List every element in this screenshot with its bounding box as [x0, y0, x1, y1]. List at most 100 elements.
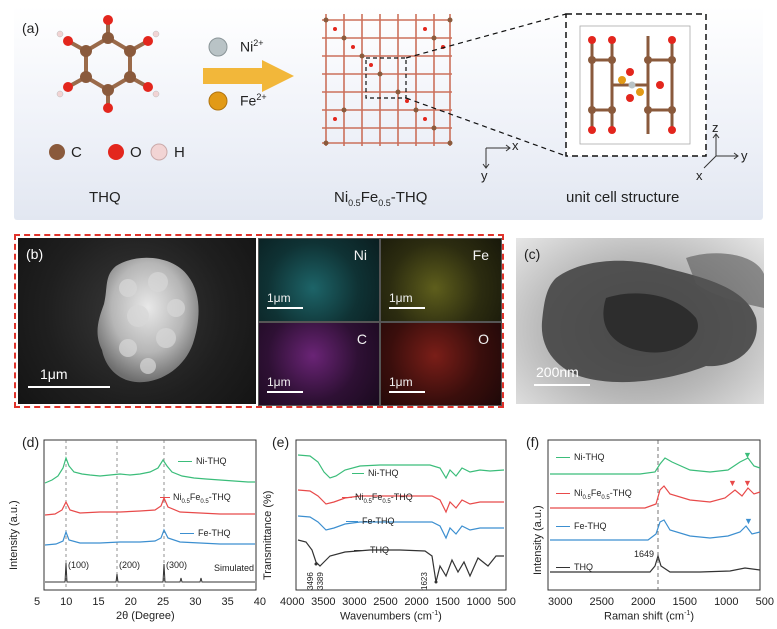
map-o-scale-bar — [389, 391, 425, 393]
xyz-axes-icon — [703, 133, 739, 169]
raman-markers: ▼ ▼ ▼ ▼ — [728, 450, 753, 526]
panel-d-xlabel: 2θ (Degree) — [116, 610, 175, 622]
panel-d-xticks: 5 10 15 20 25 30 35 40 — [34, 596, 266, 608]
zoom-box-small — [365, 57, 407, 99]
panel-c-label: (c) — [524, 246, 541, 262]
legend-f-ni: Ni-THQ — [556, 452, 605, 462]
panel-d-xtick: 25 — [156, 596, 170, 608]
legend-e-ni: Ni-THQ — [352, 468, 399, 478]
panel-e-chart — [295, 439, 507, 591]
panel-e-ylabel: Transmittance (%) — [262, 490, 274, 580]
panel-f-xlabel: Raman shift (cm-1) — [604, 610, 694, 623]
series-e-fe-thq — [297, 515, 504, 540]
map-c-label: C — [356, 331, 367, 347]
unit-cell-caption: unit cell structure — [566, 189, 680, 206]
panel-e-ylabel-wrap: Transmittance (%) — [258, 491, 274, 596]
sem-scale-label: 1μm — [40, 366, 68, 382]
panel-f-label: (f) — [526, 434, 540, 450]
thq-caption: THQ — [89, 189, 121, 206]
legend-f-thq: THQ — [556, 562, 593, 572]
panel-d-xtick: 5 — [34, 596, 41, 608]
panel-d-ylabel: Intensity (a.u.) — [8, 500, 20, 570]
panel-f-xtick: 1000 — [714, 596, 739, 608]
annot-1623: 1623 — [420, 572, 429, 590]
axis-x-label: x — [512, 138, 519, 153]
legend-e-fe: Fe-THQ — [346, 516, 395, 526]
legend-d-mix: Ni0.5Fe0.5-THQ — [160, 492, 231, 505]
map-o: O 1μm — [380, 322, 502, 406]
xy-axes-icon — [482, 144, 511, 169]
panel-d-xtick: 10 — [60, 596, 73, 608]
panel-e-xlabel: Wavenumbers (cm-1) — [340, 610, 442, 623]
thq-molecule — [56, 15, 160, 113]
framework-caption: Ni0.5Fe0.5-THQ — [334, 189, 428, 208]
map-ni-scale-bar — [267, 307, 303, 309]
series-mix-thq — [44, 496, 255, 516]
axis-x2-label: x — [696, 168, 703, 183]
panel-d-xtick: 35 — [221, 596, 234, 608]
panel-d-chart — [43, 439, 257, 591]
panel-d-xtick: 30 — [189, 596, 202, 608]
carbon-legend-label: C — [71, 144, 82, 161]
panel-f-xticks: 3000 2500 2000 1500 1000 500 — [548, 596, 774, 608]
map-fe-scale-bar — [389, 307, 425, 309]
series-e-thq — [297, 539, 504, 583]
fe-ion-icon — [208, 91, 228, 111]
peak-300-label: (300) — [166, 560, 188, 570]
ni-ion-icon — [208, 37, 228, 57]
fe-ion-label: Fe2+ — [240, 92, 267, 109]
panel-e-xtick: 3500 — [311, 596, 336, 608]
panel-e-xtick: 500 — [497, 596, 516, 608]
annot-3389: 3389 — [316, 572, 325, 590]
panel-e-xtick: 1500 — [435, 596, 460, 608]
panel-b-frame — [14, 234, 504, 408]
series-fe-thq — [44, 528, 255, 546]
panel-e-xtick: 2000 — [404, 596, 429, 608]
map-o-label: O — [478, 331, 489, 347]
panel-d-label: (d) — [22, 434, 40, 450]
sem-scale-bar — [28, 386, 110, 388]
zoom-line-top — [405, 13, 567, 59]
hydrogen-legend-label: H — [174, 144, 185, 161]
carbon-legend-icon — [49, 144, 65, 160]
legend-d-fe: Fe-THQ — [180, 528, 231, 538]
svg-text:▼: ▼ — [744, 516, 753, 526]
panel-e-xtick: 1000 — [466, 596, 491, 608]
series-f-thq — [550, 553, 761, 573]
framework-structure-icon — [322, 14, 453, 146]
series-simulated — [45, 562, 255, 583]
map-c: C 1μm — [258, 322, 380, 406]
oxygen-legend-icon — [108, 144, 124, 160]
map-ni-scale: 1μm — [267, 291, 291, 305]
legend-e-mix: Ni0.5Fe0.5-THQ — [342, 492, 413, 505]
map-ni-label: Ni — [353, 247, 367, 263]
panel-b-label: (b) — [26, 246, 44, 262]
panel-a-label: (a) — [22, 20, 40, 36]
annot-3496: 3496 — [306, 572, 315, 590]
peak-100-label: (100) — [68, 560, 90, 570]
panel-f-xtick: 2000 — [631, 596, 656, 608]
series-ni-thq — [44, 456, 255, 484]
unit-cell-structure-icon — [579, 25, 691, 145]
map-fe-label: Fe — [472, 247, 489, 263]
ni-ion-label: Ni2+ — [240, 38, 264, 55]
panel-d-ylabel-wrap: Intensity (a.u.) — [4, 500, 20, 586]
panel-e-xtick: 2500 — [373, 596, 398, 608]
series-f-fe-thq — [550, 519, 761, 541]
hydrogen-legend-icon — [150, 143, 168, 161]
annot-marker-3 — [434, 580, 438, 584]
map-ni: Ni 1μm — [258, 238, 380, 322]
legend-d-sim: Simulated — [214, 563, 255, 573]
series-e-ni-thq — [297, 454, 505, 480]
panel-e-xtick: 4000 — [280, 596, 305, 608]
panel-f-xtick: 2500 — [589, 596, 614, 608]
map-c-scale: 1μm — [267, 375, 291, 389]
map-c-scale-bar — [267, 391, 303, 393]
legend-f-mix: Ni0.5Fe0.5-THQ — [556, 488, 632, 501]
reaction-arrow-icon — [203, 60, 294, 92]
legend-d-ni: Ni-THQ — [178, 456, 227, 466]
panel-f-ylabel-wrap: Intensity (a.u.) — [528, 505, 544, 591]
panel-d-frame — [43, 439, 257, 591]
